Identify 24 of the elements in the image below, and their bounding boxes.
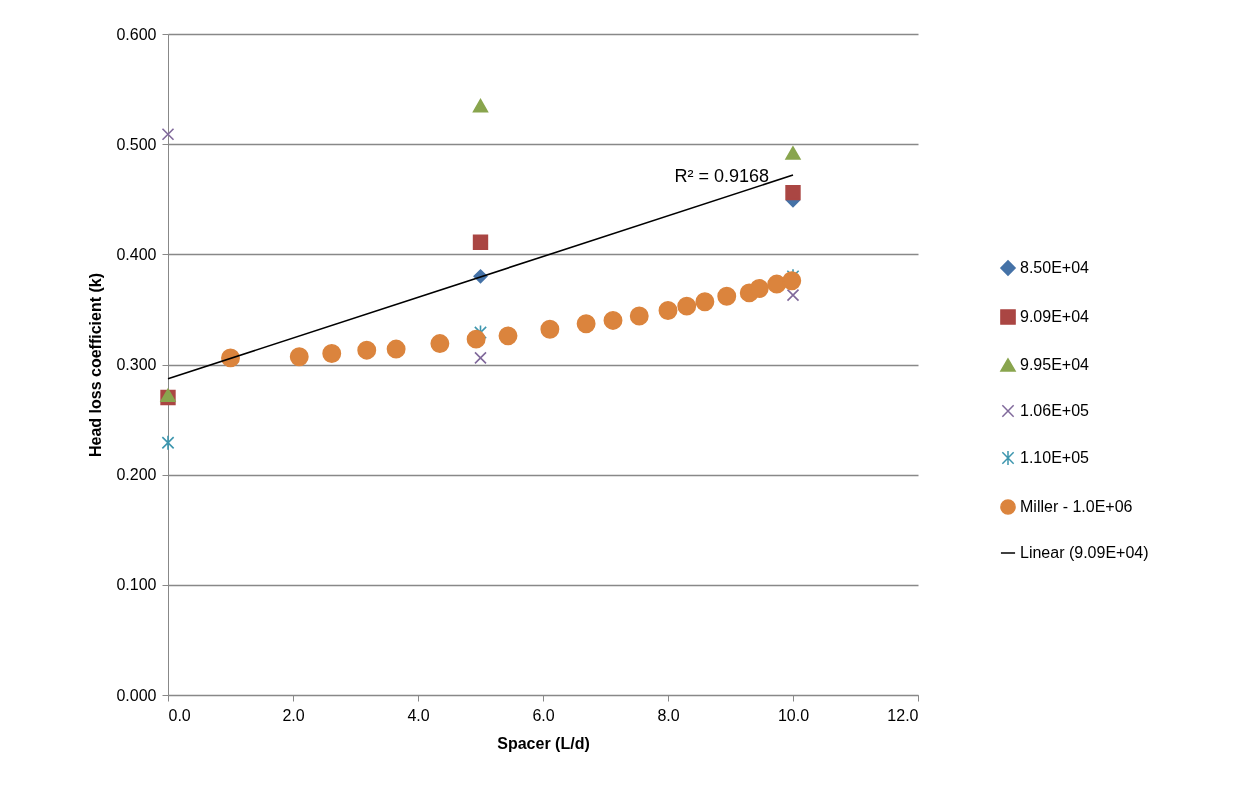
legend-label: 1.10E+05 bbox=[1020, 449, 1090, 466]
legend-label: 9.95E+04 bbox=[1020, 356, 1090, 373]
y-tick-label: 0.600 bbox=[116, 25, 157, 43]
x-tick-label: 4.0 bbox=[407, 706, 430, 724]
y-tick-label: 0.000 bbox=[116, 686, 157, 704]
y-tick-label: 0.400 bbox=[116, 245, 157, 263]
legend-label: 9.09E+04 bbox=[1020, 308, 1090, 325]
legend-label: 1.06E+05 bbox=[1020, 402, 1090, 419]
legend-label: Linear (9.09E+04) bbox=[1020, 544, 1149, 561]
legend-label: 8.50E+04 bbox=[1020, 259, 1090, 276]
y-tick-label: 0.100 bbox=[116, 576, 157, 594]
y-tick-label: 0.300 bbox=[116, 356, 157, 373]
x-tick-label: 2.0 bbox=[282, 706, 305, 724]
legend-label: Miller - 1.0E+06 bbox=[1020, 498, 1133, 515]
x-axis-title: Spacer (L/d) bbox=[497, 734, 590, 752]
x-tick-label: 8.0 bbox=[657, 706, 680, 724]
x-tick-label: 12.0 bbox=[887, 706, 919, 724]
x-tick-label: 6.0 bbox=[532, 706, 555, 724]
x-tick-label: 10.0 bbox=[777, 706, 810, 724]
y-axis-title: Head loss coefficient (k) bbox=[87, 272, 105, 458]
y-tick-label: 0.500 bbox=[116, 135, 157, 153]
annotation: R² = 0.9168 bbox=[674, 166, 769, 187]
y-tick-label: 0.200 bbox=[116, 466, 157, 484]
x-tick-label: 0.0 bbox=[168, 706, 191, 724]
